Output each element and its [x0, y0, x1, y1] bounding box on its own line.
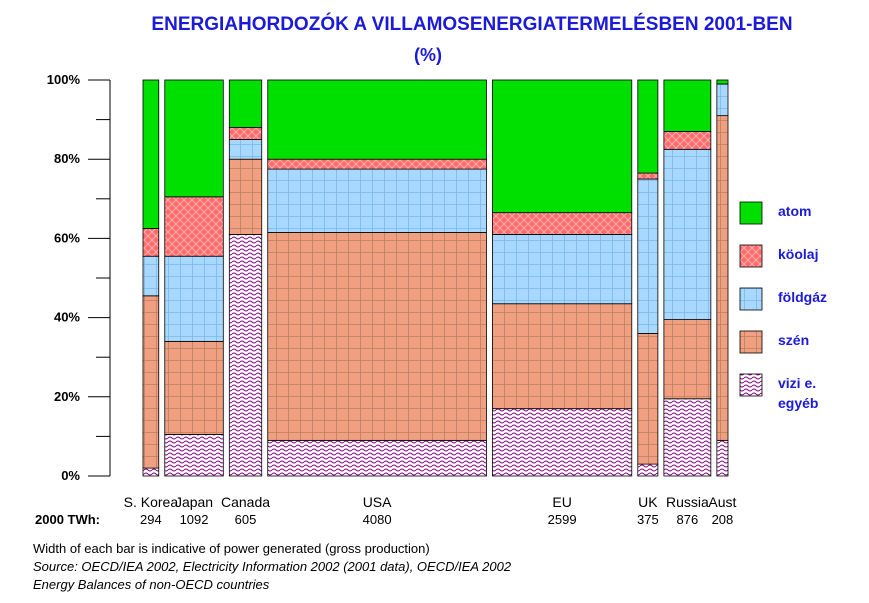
bars-group [142, 79, 729, 477]
bar-s-korea [142, 79, 160, 477]
bar-segment-vizi [142, 467, 160, 477]
x-category-label: UK [638, 494, 658, 510]
y-axis: 0% 20% 40% 60% 80% 100% [47, 72, 111, 483]
bar-segment-koolaj [267, 158, 487, 170]
bar-segment-foldgaz [164, 255, 224, 342]
chart-title: ENERGIAHORDOZÓK A VILLAMOSENERGIATERMELÉ… [151, 13, 792, 35]
twh-value-label: 4080 [363, 512, 392, 527]
bar-segment-szen [228, 158, 263, 235]
twh-value-label: 2599 [548, 512, 577, 527]
y-tick-label: 20% [54, 389, 80, 404]
legend-swatch-szen [739, 330, 763, 354]
chart-subtitle: (%) [414, 45, 442, 65]
bar-segment-szen [267, 232, 487, 441]
bar-usa [267, 79, 487, 477]
bar-segment-szen [637, 333, 659, 465]
bar-segment-vizi [267, 439, 487, 477]
bar-segment-szen [164, 340, 224, 435]
bar-segment-koolaj [637, 172, 659, 180]
bar-segment-foldgaz [637, 178, 659, 334]
x-category-label: EU [552, 494, 571, 510]
bar-canada [228, 79, 263, 477]
bar-segment-atom [228, 79, 263, 128]
bar-segment-foldgaz [142, 255, 160, 297]
bar-eu [492, 79, 633, 477]
footnote-source: Source: OECD/IEA 2002, Electricity Infor… [33, 559, 512, 574]
bar-uk [637, 79, 659, 477]
x-category-label: Russia [666, 494, 709, 510]
legend-label-vizi: egyéb [778, 395, 818, 411]
y-tick-label: 0% [61, 468, 80, 483]
x-category-label: Canada [221, 494, 270, 510]
bar-segment-vizi [716, 439, 729, 477]
y-tick-label: 80% [54, 151, 80, 166]
bar-segment-szen [142, 295, 160, 469]
footnote-source-cont: Energy Balances of non-OECD countries [33, 577, 270, 592]
x-category-label: USA [363, 494, 392, 510]
bar-segment-vizi [637, 463, 659, 477]
legend-label-szen: szén [778, 332, 809, 348]
bar-segment-szen [663, 319, 712, 400]
bar-segment-szen [492, 303, 633, 410]
bar-japan [164, 79, 224, 477]
twh-value-label: 1092 [180, 512, 209, 527]
bar-segment-atom [716, 79, 729, 85]
bar-segment-vizi [492, 408, 633, 477]
bar-segment-atom [142, 79, 160, 229]
legend-swatch-foldgaz [739, 287, 763, 311]
bar-segment-foldgaz [716, 83, 729, 117]
legend-swatch-koolaj [739, 244, 763, 268]
bar-segment-foldgaz [492, 234, 633, 305]
bar-segment-foldgaz [663, 148, 712, 320]
bar-segment-foldgaz [267, 168, 487, 233]
bar-segment-koolaj [663, 131, 712, 150]
x-category-label: Aust [708, 494, 736, 510]
x-category-label: Japan [175, 494, 213, 510]
bar-segment-koolaj [492, 212, 633, 235]
bar-aust [716, 79, 729, 477]
bar-segment-vizi [228, 234, 263, 477]
legend-label-foldgaz: földgáz [778, 289, 827, 305]
legend-swatch-atom [739, 201, 763, 225]
bar-segment-koolaj [142, 228, 160, 257]
legend-label-koolaj: köolaj [778, 246, 818, 262]
y-tick-label: 100% [47, 72, 81, 87]
bar-segment-atom [663, 79, 712, 132]
twh-value-label: 605 [235, 512, 257, 527]
twh-value-label: 375 [637, 512, 659, 527]
y-tick-label: 40% [54, 310, 80, 325]
x-axis-labels: S. Korea 294 Japan 1092 Canada 605 USA 4080 EU 25… [124, 494, 737, 527]
bar-segment-atom [637, 79, 659, 174]
x-category-label: S. Korea [124, 494, 179, 510]
bar-segment-koolaj [164, 196, 224, 257]
twh-value-label: 294 [140, 512, 162, 527]
twh-value-label: 208 [712, 512, 734, 527]
bar-segment-koolaj [228, 127, 263, 140]
bar-segment-foldgaz [228, 138, 263, 160]
bar-segment-atom [492, 79, 633, 214]
bar-segment-vizi [663, 398, 712, 477]
y-tick-label: 60% [54, 230, 80, 245]
bar-segment-atom [164, 79, 224, 198]
bar-russia [663, 79, 712, 477]
twh-row-label: 2000 TWh: [35, 512, 100, 527]
bar-segment-szen [716, 115, 729, 441]
footnote-width: Width of each bar is indicative of power… [33, 541, 430, 556]
legend-label-atom: atom [778, 203, 811, 219]
bar-segment-atom [267, 79, 487, 160]
bar-segment-vizi [164, 434, 224, 477]
legend-swatch-vizi [739, 373, 763, 397]
legend: atom köolaj földgáz szén vizi e. egyéb [739, 201, 827, 411]
legend-label-vizi: vizi e. [778, 375, 816, 391]
twh-value-label: 876 [677, 512, 699, 527]
